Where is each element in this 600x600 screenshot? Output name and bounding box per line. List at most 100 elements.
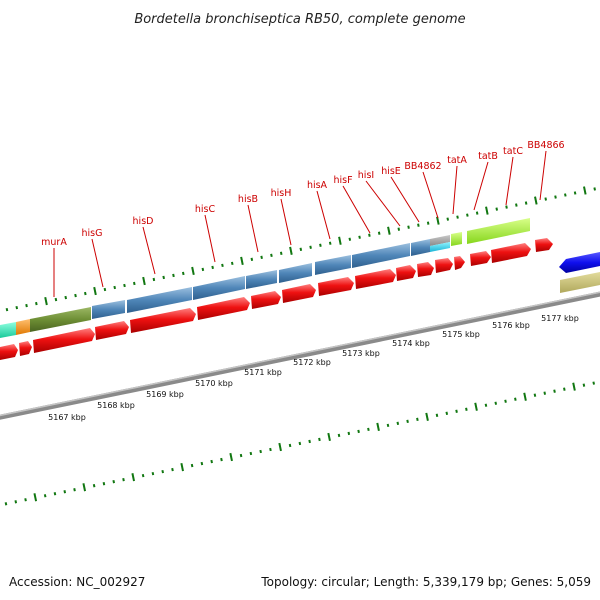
outer-tick bbox=[466, 213, 469, 217]
kbp-label: 5175 kbp bbox=[442, 330, 480, 339]
inner-tick bbox=[33, 493, 38, 502]
gene-label-BB4862[interactable]: BB4862 bbox=[404, 161, 441, 172]
kbp-label: 5174 kbp bbox=[392, 339, 430, 348]
kbp-label: 5167 kbp bbox=[48, 413, 86, 422]
outer-tick-ruler bbox=[5, 186, 596, 312]
feature-BB4862 bbox=[430, 235, 450, 246]
outer-tick bbox=[583, 186, 587, 195]
feature-khaki bbox=[560, 272, 600, 293]
red-arrow-9 bbox=[318, 277, 354, 296]
inner-tick bbox=[425, 412, 429, 421]
inner-tick bbox=[484, 403, 488, 407]
red-arrow-3 bbox=[33, 328, 95, 353]
inner-tick bbox=[278, 442, 282, 452]
outer-tick bbox=[564, 193, 567, 197]
outer-tick bbox=[84, 291, 87, 296]
gene-label-hisI[interactable]: hisI bbox=[358, 170, 374, 181]
kbp-label: 5170 kbp bbox=[195, 379, 233, 388]
outer-tick bbox=[133, 281, 136, 286]
inner-tick bbox=[180, 462, 184, 472]
outer-tick bbox=[328, 241, 332, 245]
outer-tick bbox=[446, 217, 450, 221]
red-arrow-1 bbox=[0, 344, 18, 360]
inner-tick bbox=[171, 467, 174, 472]
feature-tatA bbox=[451, 232, 462, 246]
gene-label-hisG[interactable]: hisG bbox=[82, 228, 103, 239]
map-title: Bordetella bronchiseptica RB50, complete… bbox=[134, 12, 465, 27]
outer-tick bbox=[201, 267, 205, 272]
gene-label-hisB[interactable]: hisB bbox=[238, 194, 258, 205]
genome-track bbox=[0, 186, 600, 506]
inner-tick bbox=[151, 471, 155, 476]
gene-leader-hisC bbox=[204, 214, 216, 263]
gene-label-tatB[interactable]: tatB bbox=[478, 151, 498, 162]
gene-label-hisF[interactable]: hisF bbox=[333, 175, 352, 186]
outer-tick bbox=[505, 205, 508, 209]
feature-navy bbox=[559, 252, 600, 273]
feature-orange bbox=[16, 319, 30, 335]
outer-tick bbox=[191, 266, 195, 276]
inner-tick bbox=[337, 433, 341, 438]
gene-leader-hisA bbox=[316, 190, 331, 240]
outer-tick bbox=[35, 301, 38, 306]
outer-tick bbox=[74, 293, 77, 298]
outer-tick bbox=[544, 197, 547, 201]
red-arrow-7 bbox=[251, 291, 281, 309]
outer-tick bbox=[309, 245, 312, 249]
kbp-label: 5168 kbp bbox=[97, 401, 135, 410]
red-arrow-2 bbox=[19, 341, 32, 356]
gene-leader-hisH bbox=[280, 198, 292, 246]
feature-hisD bbox=[127, 287, 192, 313]
inner-tick bbox=[53, 492, 57, 496]
gene-label-tatA[interactable]: tatA bbox=[447, 155, 467, 166]
inner-tick bbox=[308, 439, 311, 444]
inner-tick bbox=[4, 502, 8, 506]
outer-tick bbox=[554, 195, 557, 199]
inner-tick bbox=[220, 457, 223, 462]
inner-tick bbox=[318, 437, 321, 442]
gene-label-hisC[interactable]: hisC bbox=[195, 204, 216, 215]
gene-label-hisD[interactable]: hisD bbox=[133, 216, 154, 227]
red-arrow-11 bbox=[396, 265, 416, 281]
gene-label-hisH[interactable]: hisH bbox=[271, 188, 292, 199]
inner-tick bbox=[288, 443, 292, 448]
feature-hisF bbox=[352, 243, 410, 268]
outer-tick bbox=[475, 211, 479, 215]
feature-hisB bbox=[246, 270, 277, 289]
red-arrow-5 bbox=[130, 308, 196, 333]
outer-tick bbox=[64, 295, 68, 300]
inner-tick bbox=[131, 473, 135, 482]
outer-tick bbox=[524, 201, 528, 205]
outer-tick bbox=[113, 285, 116, 290]
feature-murA bbox=[30, 307, 91, 332]
feature-track-upper bbox=[0, 218, 600, 338]
outer-tick bbox=[387, 226, 391, 235]
outer-tick bbox=[211, 265, 214, 270]
red-arrow-10 bbox=[355, 269, 396, 289]
gene-leader-hisB bbox=[247, 204, 259, 253]
outer-tick bbox=[142, 276, 146, 286]
outer-tick bbox=[279, 251, 283, 255]
feature-hisA bbox=[315, 255, 351, 275]
red-arrow-4 bbox=[95, 321, 129, 340]
inner-tick bbox=[357, 429, 360, 434]
outer-tick bbox=[93, 286, 97, 296]
outer-tick bbox=[123, 283, 126, 288]
gene-leader-hisD bbox=[142, 226, 156, 275]
red-arrow-6 bbox=[197, 297, 250, 320]
gene-label-BB4866[interactable]: BB4866 bbox=[527, 140, 564, 151]
inner-tick bbox=[102, 482, 106, 486]
feature-hisC bbox=[193, 276, 245, 300]
gene-label-hisA[interactable]: hisA bbox=[307, 180, 328, 191]
kbp-label: 5176 kbp bbox=[492, 321, 530, 330]
outer-tick bbox=[103, 287, 107, 292]
gene-label-murA[interactable]: murA bbox=[41, 237, 67, 248]
inner-tick bbox=[514, 397, 517, 401]
inner-tick bbox=[73, 488, 76, 492]
inner-tick bbox=[190, 463, 194, 468]
inner-tick bbox=[435, 413, 439, 417]
gene-label-hisE[interactable]: hisE bbox=[381, 166, 401, 177]
inner-tick bbox=[92, 484, 96, 488]
gene-label-tatC[interactable]: tatC bbox=[503, 146, 523, 157]
